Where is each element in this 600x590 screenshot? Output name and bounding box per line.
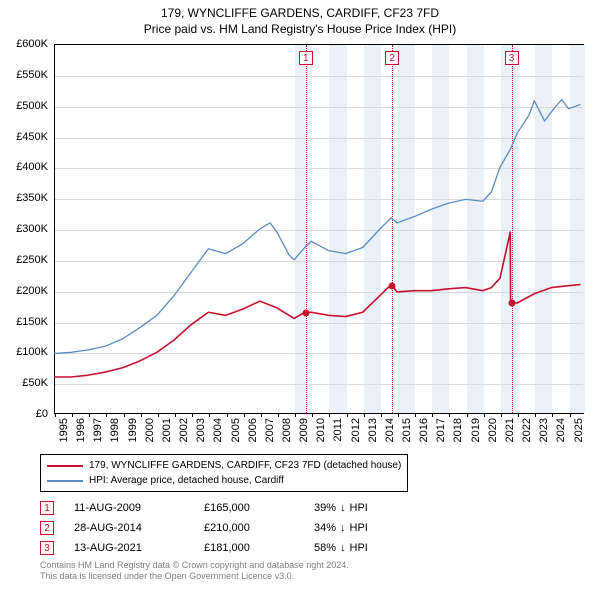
x-axis-label: 2007 (264, 418, 276, 442)
legend-label-hpi: HPI: Average price, detached house, Card… (89, 473, 284, 488)
y-axis-label: £500K (0, 100, 48, 112)
footer: Contains HM Land Registry data © Crown c… (40, 560, 349, 583)
x-axis-label: 2001 (161, 418, 173, 442)
event-price: £181,000 (204, 542, 314, 554)
x-axis-label: 2019 (470, 418, 482, 442)
x-axis-label: 1995 (58, 418, 70, 442)
x-axis-label: 2021 (504, 418, 516, 442)
event-price: £210,000 (204, 522, 314, 534)
legend-swatch-hpi (47, 480, 83, 482)
y-axis-label: £250K (0, 254, 48, 266)
x-axis-label: 2010 (315, 418, 327, 442)
event-number-box: 2 (40, 521, 54, 535)
series-hpi (54, 100, 581, 354)
legend-label-property: 179, WYNCLIFFE GARDENS, CARDIFF, CF23 7F… (89, 458, 401, 473)
y-axis-label: £600K (0, 38, 48, 50)
x-axis-label: 2003 (195, 418, 207, 442)
arrow-down-icon: ↓ (340, 522, 346, 534)
chart-titles: 179, WYNCLIFFE GARDENS, CARDIFF, CF23 7F… (0, 0, 600, 37)
y-axis-label: £300K (0, 223, 48, 235)
event-date: 28-AUG-2014 (74, 522, 204, 534)
x-axis-label: 2020 (487, 418, 499, 442)
event-pct: 39% ↓ HPI (314, 502, 368, 514)
x-axis-label: 2023 (538, 418, 550, 442)
y-axis-label: £450K (0, 131, 48, 143)
event-date: 13-AUG-2021 (74, 542, 204, 554)
event-price: £165,000 (204, 502, 314, 514)
x-axis-label: 2014 (384, 418, 396, 442)
x-axis-label: 2004 (212, 418, 224, 442)
x-axis-label: 2005 (230, 418, 242, 442)
event-pct: 58% ↓ HPI (314, 542, 368, 554)
price-chart: 123 £0£50K£100K£150K£200K£250K£300K£350K… (54, 44, 584, 414)
x-axis-label: 1998 (109, 418, 121, 442)
x-axis-label: 2006 (247, 418, 259, 442)
y-axis-label: £350K (0, 192, 48, 204)
y-axis-label: £550K (0, 69, 48, 81)
x-axis-label: 2018 (452, 418, 464, 442)
footer-line-2: This data is licensed under the Open Gov… (40, 571, 349, 582)
legend: 179, WYNCLIFFE GARDENS, CARDIFF, CF23 7F… (40, 454, 408, 492)
events-table: 1 11-AUG-2009£165,00039% ↓ HPI 2 28-AUG-201… (40, 498, 368, 558)
x-axis-label: 2024 (555, 418, 567, 442)
title-line-1: 179, WYNCLIFFE GARDENS, CARDIFF, CF23 7F… (0, 6, 600, 22)
x-axis-label: 2002 (178, 418, 190, 442)
x-axis-label: 2025 (573, 418, 585, 442)
event-row: 2 28-AUG-2014£210,00034% ↓ HPI (40, 518, 368, 538)
x-axis-label: 1999 (127, 418, 139, 442)
x-axis-label: 2011 (332, 418, 344, 442)
x-axis-label: 2008 (281, 418, 293, 442)
footer-line-1: Contains HM Land Registry data © Crown c… (40, 560, 349, 571)
chart-svg (54, 44, 584, 414)
event-row: 1 11-AUG-2009£165,00039% ↓ HPI (40, 498, 368, 518)
event-number-box: 1 (40, 501, 54, 515)
legend-swatch-property (47, 465, 83, 467)
y-axis-label: £50K (0, 377, 48, 389)
y-axis-label: £100K (0, 346, 48, 358)
x-axis-label: 2017 (435, 418, 447, 442)
x-axis-label: 2012 (350, 418, 362, 442)
legend-row-hpi: HPI: Average price, detached house, Card… (47, 473, 401, 488)
series-property (54, 232, 581, 377)
x-axis-label: 2016 (418, 418, 430, 442)
x-axis-label: 1996 (75, 418, 87, 442)
y-axis-label: £0 (0, 408, 48, 420)
arrow-down-icon: ↓ (340, 542, 346, 554)
y-axis-label: £150K (0, 316, 48, 328)
event-row: 3 13-AUG-2021£181,00058% ↓ HPI (40, 538, 368, 558)
y-axis-label: £200K (0, 285, 48, 297)
title-line-2: Price paid vs. HM Land Registry's House … (0, 22, 600, 38)
arrow-down-icon: ↓ (340, 502, 346, 514)
x-axis-label: 2022 (521, 418, 533, 442)
event-date: 11-AUG-2009 (74, 502, 204, 514)
event-pct: 34% ↓ HPI (314, 522, 368, 534)
event-number-box: 3 (40, 541, 54, 555)
x-axis-label: 2009 (298, 418, 310, 442)
x-axis-label: 2013 (367, 418, 379, 442)
x-axis-label: 2000 (144, 418, 156, 442)
legend-row-property: 179, WYNCLIFFE GARDENS, CARDIFF, CF23 7F… (47, 458, 401, 473)
x-axis-label: 1997 (92, 418, 104, 442)
x-axis-label: 2015 (401, 418, 413, 442)
y-axis-label: £400K (0, 161, 48, 173)
